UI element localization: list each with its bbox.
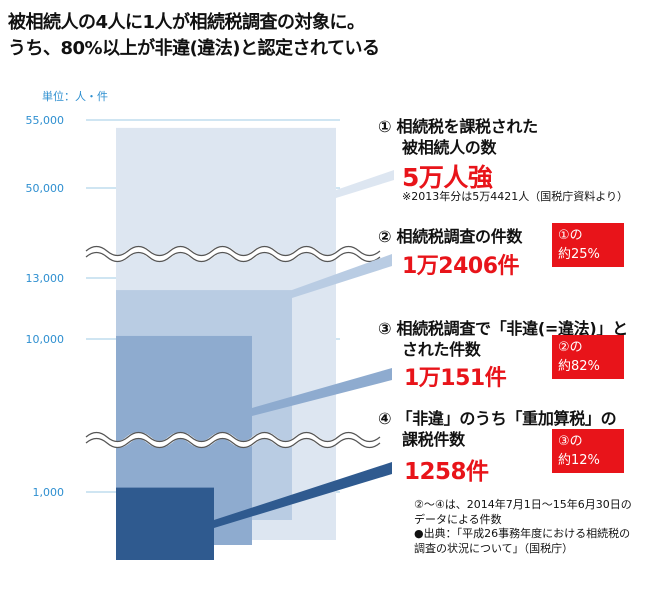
annotation-2-heading: ② 相続税調査の件数 xyxy=(378,226,522,247)
axis-break-wave-bg xyxy=(83,432,383,448)
annotation-3-badge: ②の 約82% xyxy=(552,335,624,379)
annotation-4-badge-line2: 約12% xyxy=(558,453,600,468)
footnote: ②～④は、2014年7月1日～15年6月30日の データによる件数 ●出典：「平… xyxy=(414,498,632,556)
y-tick-label: 50,000 xyxy=(26,182,65,195)
axis-break-wave xyxy=(85,437,381,449)
annotation-1-number: ① xyxy=(378,117,392,136)
annotation-3-badge-line1: ②の xyxy=(558,340,583,355)
annotation-1-heading: ① 相続税を課税された 被相続人の数 xyxy=(378,116,538,158)
annotation-3-badge-line2: 約82% xyxy=(558,359,600,374)
annotation-4-heading: ④ 「非違」のうち「重加算税」の 課税件数 xyxy=(378,408,617,450)
annotation-4-heading-line2: 課税件数 xyxy=(402,430,465,449)
callout-pointer-4 xyxy=(214,462,392,528)
annotation-3-heading-line1: 相続税調査で「非違(=違法)」と xyxy=(396,319,629,338)
annotation-1-heading-line1: 相続税を課税された xyxy=(396,117,539,136)
callout-pointer-1 xyxy=(336,170,394,198)
axis-break-wave xyxy=(85,245,381,257)
annotation-4-badge-line1: ③の xyxy=(558,434,583,449)
annotation-1-note: ※2013年分は5万4421人（国税庁資料より） xyxy=(402,190,628,203)
annotation-1-value: 5万人強 xyxy=(402,163,493,192)
annotation-4-number: ④ xyxy=(378,409,392,428)
y-tick-label: 10,000 xyxy=(26,333,65,346)
callout-pointers xyxy=(214,170,394,528)
callout-pointer-3 xyxy=(252,368,392,416)
annotation-2-badge-line1: ①の xyxy=(558,228,583,243)
axis-break-wave xyxy=(85,431,381,443)
annotation-1-heading-line2: 被相続人の数 xyxy=(402,138,497,157)
bars xyxy=(116,127,336,560)
annotation-2-heading-line1: 相続税調査の件数 xyxy=(396,227,523,246)
bar-4 xyxy=(116,487,214,560)
annotation-3-value: 1万151件 xyxy=(404,366,507,391)
annotation-4-heading-line1: 「非違」のうち「重加算税」の xyxy=(396,409,617,428)
footnote-line3: ●出典：「平成26事務年度における相続税の xyxy=(414,527,631,540)
annotation-3-heading-line2: された件数 xyxy=(402,340,481,359)
annotation-2-badge-line2: 約25% xyxy=(558,247,600,262)
annotation-3-number: ③ xyxy=(378,319,392,338)
annotation-3-heading: ③ 相続税調査で「非違(=違法)」と された件数 xyxy=(378,318,628,360)
footnote-line1: ②～④は、2014年7月1日～15年6月30日の xyxy=(414,498,632,511)
axis-break-waves xyxy=(83,245,383,449)
y-tick-label: 55,000 xyxy=(26,114,65,127)
annotation-2-number: ② xyxy=(378,227,392,246)
footnote-line4: 調査の状況について」（国税庁） xyxy=(414,541,574,555)
footnote-line2: データによる件数 xyxy=(414,512,502,526)
axis-break-wave xyxy=(85,251,381,263)
annotation-2-value: 1万2406件 xyxy=(402,254,520,279)
callout-pointer-2 xyxy=(292,254,392,298)
annotation-4-value: 1258件 xyxy=(404,459,489,485)
axis-break-wave-bg xyxy=(83,246,383,262)
unit-label: 単位：人・件 xyxy=(42,90,108,103)
y-tick-label: 1,000 xyxy=(33,486,65,499)
y-tick-label: 13,000 xyxy=(26,272,65,285)
chart-title-line1: 被相続人の4人に1人が相続税調査の対象に。 xyxy=(8,12,365,33)
annotation-2-badge: ①の 約25% xyxy=(552,223,624,267)
y-axis-ticks: 55,000 50,000 13,000 10,000 1,000 xyxy=(26,114,65,499)
annotation-4-badge: ③の 約12% xyxy=(552,429,624,473)
chart-title-line2: うち、80%以上が非違(違法)と認定されている xyxy=(8,38,380,59)
